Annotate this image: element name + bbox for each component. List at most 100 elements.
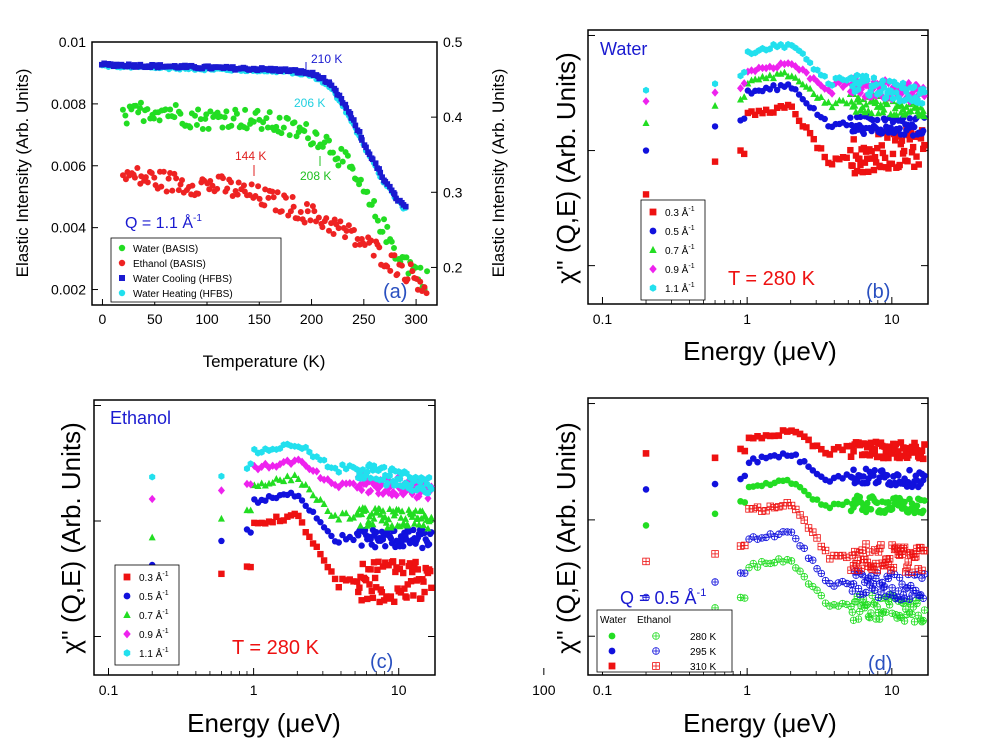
b-point-1 xyxy=(799,96,806,103)
b-point-4 xyxy=(919,99,926,107)
c-point-2 xyxy=(385,515,393,523)
d-point-water-2 xyxy=(901,444,908,452)
b-point-4 xyxy=(766,45,773,53)
d-point-ethanol-0 xyxy=(897,613,905,622)
c-point-2 xyxy=(309,491,317,499)
d-point-ethanol-2 xyxy=(904,558,912,566)
d-point-ethanol-2 xyxy=(877,541,885,549)
c-point-0 xyxy=(403,594,410,601)
a-point-2 xyxy=(342,101,349,108)
a-point-1 xyxy=(175,187,182,194)
d-point-water-2 xyxy=(871,446,879,454)
b-point-4 xyxy=(814,66,821,74)
d-point-ethanol-0 xyxy=(885,601,894,609)
d-point-water-0 xyxy=(826,504,834,512)
c-point-0 xyxy=(409,568,416,576)
c-point-2 xyxy=(331,511,339,519)
panel-b-legend: 0.3 Å-1 0.5 Å-1 0.7 Å-1 0.9 Å-1 1.1 Å-1 xyxy=(640,199,706,301)
c-point-4 xyxy=(367,474,374,482)
b-point-0 xyxy=(859,168,866,176)
c-point-0 xyxy=(366,581,373,588)
a-point-0 xyxy=(303,121,310,128)
c-point-3 xyxy=(374,489,383,498)
d-point-ethanol-1 xyxy=(882,592,890,601)
c-point-2 xyxy=(362,506,370,513)
d-point-water-2 xyxy=(830,445,838,453)
c-point-0 xyxy=(382,559,389,566)
c-point-2 xyxy=(269,479,277,486)
b-point-2 xyxy=(780,68,788,76)
b-point-4 xyxy=(900,79,907,87)
d-point-ethanol-2 xyxy=(821,546,830,555)
a-point-1 xyxy=(319,224,326,231)
c-point-3 xyxy=(313,467,321,476)
d-point-ethanol-0 xyxy=(766,559,774,568)
c-point-4 xyxy=(306,448,313,456)
a-point-1 xyxy=(169,187,176,194)
d-point-water-1 xyxy=(754,458,761,466)
d-point-water-0 xyxy=(800,487,808,495)
d-point-ethanol-1 xyxy=(862,588,870,597)
d-point-ethanol-2 xyxy=(775,503,783,511)
d-point-water-0 xyxy=(843,498,851,506)
c-point-1 xyxy=(295,492,302,500)
a-point-1 xyxy=(131,174,138,181)
d-point-water-2 xyxy=(908,443,916,451)
c-point-0 xyxy=(375,558,382,565)
a-point-0 xyxy=(424,268,431,275)
d-point-water-2 xyxy=(818,445,825,453)
d-point-ethanol-0 xyxy=(817,591,826,600)
panel-b-temp-label: T = 280 K xyxy=(728,268,816,290)
panel-a-x-ticks: 0 50 100 150 200 250 300 xyxy=(99,299,428,327)
a-point-1 xyxy=(421,284,428,291)
c-point-0 xyxy=(373,584,380,591)
c-point-2 xyxy=(247,506,255,514)
d-point-ethanol-0 xyxy=(826,602,834,610)
b-point-0 xyxy=(874,144,881,152)
d-point-ethanol-1 xyxy=(908,591,916,599)
d-point-ethanol-2 xyxy=(912,552,920,561)
a-point-0 xyxy=(339,158,346,165)
a-point-0 xyxy=(349,165,356,172)
panel-c-ylabel: χ'' (Q,E) (Arb. Units) xyxy=(56,422,86,654)
b-point-4 xyxy=(870,74,877,82)
c-point-0 xyxy=(393,564,400,571)
a-point-1 xyxy=(214,185,221,192)
b-point-0 xyxy=(849,162,856,170)
c-point-1 xyxy=(218,537,225,545)
d-point-water-2 xyxy=(737,445,744,453)
c-point-0 xyxy=(401,585,408,592)
c-point-0 xyxy=(364,595,371,603)
d-point-ethanol-0 xyxy=(830,601,838,609)
b-point-2 xyxy=(828,103,836,111)
b-point-2 xyxy=(810,90,818,97)
d-point-ethanol-2 xyxy=(758,507,766,515)
d-point-water-0 xyxy=(901,498,908,506)
a-point-1 xyxy=(255,183,262,190)
d-point-ethanol-0 xyxy=(900,617,909,625)
b-point-0 xyxy=(847,146,854,154)
d-point-water-2 xyxy=(741,447,749,455)
a-point-0 xyxy=(162,106,169,113)
a-ytick-right-label: 0.3 xyxy=(443,184,463,200)
c-point-2 xyxy=(305,485,313,493)
c-point-0 xyxy=(339,575,346,583)
b-legend-box xyxy=(640,199,706,301)
c-point-0 xyxy=(398,559,406,566)
d-point-water-2 xyxy=(847,453,855,460)
c-point-3 xyxy=(243,479,251,489)
a-point-2 xyxy=(230,64,236,70)
a-point-0 xyxy=(191,112,198,119)
d-point-water-2 xyxy=(771,432,778,440)
c-point-1 xyxy=(371,543,379,551)
c-point-0 xyxy=(378,589,386,596)
c-point-0 xyxy=(320,557,328,564)
a-point-0 xyxy=(123,120,130,127)
b-point-4 xyxy=(741,68,748,76)
a-point-1 xyxy=(287,208,294,215)
c-point-4 xyxy=(247,460,254,468)
d-point-water-0 xyxy=(852,500,860,507)
d-point-ethanol-0 xyxy=(800,573,808,581)
d-point-ethanol-1 xyxy=(885,590,894,598)
b-point-3 xyxy=(642,97,650,106)
